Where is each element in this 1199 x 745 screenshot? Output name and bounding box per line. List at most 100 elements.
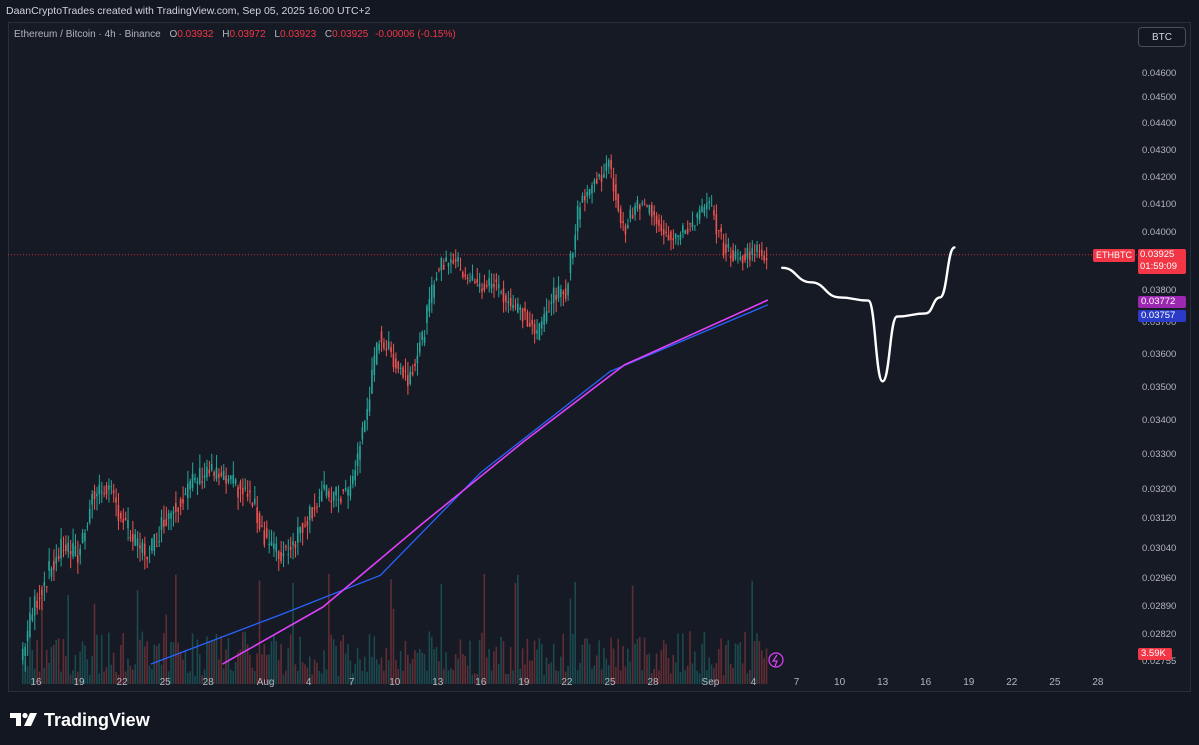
volume-bar bbox=[81, 641, 84, 684]
candle-body bbox=[567, 284, 569, 296]
volume-bar bbox=[576, 670, 579, 684]
volume-bar bbox=[725, 645, 727, 684]
candle-body bbox=[218, 473, 220, 478]
candle-body bbox=[564, 288, 567, 299]
candle-body bbox=[617, 194, 620, 211]
volume-bar bbox=[763, 658, 765, 684]
candle-body bbox=[79, 548, 81, 556]
volume-bar bbox=[454, 653, 457, 684]
volume-bar bbox=[684, 670, 687, 684]
volume-bar bbox=[371, 657, 373, 684]
volume-bar bbox=[395, 659, 397, 684]
volume-bar bbox=[717, 648, 720, 684]
volume-bar bbox=[521, 648, 524, 684]
candle-body bbox=[65, 544, 67, 551]
candle-body bbox=[55, 557, 58, 564]
volume-bar bbox=[33, 668, 36, 684]
volume-bar bbox=[201, 675, 203, 684]
time-tick-label: 25 bbox=[159, 677, 171, 688]
candle-body bbox=[725, 244, 727, 254]
candle-body bbox=[698, 209, 701, 220]
volume-bar bbox=[294, 664, 297, 684]
volume-bar bbox=[375, 659, 378, 684]
volume-bar bbox=[76, 671, 79, 684]
candle-body bbox=[756, 244, 758, 252]
open-label: O bbox=[169, 29, 178, 40]
candle-body bbox=[196, 481, 199, 484]
candle-body bbox=[93, 491, 96, 500]
volume-bar bbox=[131, 669, 134, 684]
candle-body bbox=[751, 248, 753, 255]
volume-bar bbox=[464, 655, 466, 684]
volume-bar bbox=[502, 641, 505, 684]
time-tick-label: 16 bbox=[475, 677, 487, 688]
volume-bar bbox=[682, 633, 684, 684]
volume-bar bbox=[603, 648, 605, 684]
volume-bar bbox=[342, 634, 345, 684]
volume-bar bbox=[270, 641, 273, 684]
chart-plot[interactable] bbox=[8, 22, 1191, 692]
volume-bar bbox=[141, 631, 144, 684]
candle-body bbox=[378, 343, 380, 351]
volume-bar bbox=[57, 638, 60, 684]
high-label: H bbox=[222, 29, 230, 40]
candle-body bbox=[258, 513, 261, 529]
candle-body bbox=[502, 288, 505, 303]
candle-body bbox=[478, 283, 481, 288]
candle-body bbox=[653, 210, 655, 216]
volume-bar bbox=[629, 661, 632, 684]
candle-body bbox=[665, 231, 667, 234]
volume-bar bbox=[507, 674, 510, 684]
volume-bar bbox=[457, 658, 459, 684]
volume-bar bbox=[215, 633, 218, 684]
volume-bar bbox=[591, 668, 593, 684]
chart-pane[interactable] bbox=[8, 22, 1191, 692]
volume-bar bbox=[478, 640, 481, 684]
volume-bar bbox=[79, 651, 81, 684]
candle-body bbox=[335, 487, 337, 496]
candle-body bbox=[375, 342, 378, 365]
candle-body bbox=[241, 488, 244, 495]
candle-body bbox=[691, 222, 694, 228]
volume-bar bbox=[170, 642, 172, 684]
volume-bar bbox=[282, 674, 285, 684]
candle-body bbox=[636, 199, 639, 209]
candle-body bbox=[737, 253, 739, 255]
volume-bar bbox=[359, 659, 361, 684]
time-tick-label: 19 bbox=[73, 677, 85, 688]
candle-body bbox=[186, 483, 189, 499]
candle-body bbox=[459, 269, 462, 271]
volume-bar bbox=[246, 644, 249, 684]
candle-body bbox=[483, 284, 486, 291]
candle-body bbox=[674, 233, 677, 239]
volume-bar bbox=[442, 669, 445, 684]
volume-bar bbox=[708, 657, 710, 684]
candle-body bbox=[304, 525, 306, 527]
volume-bar bbox=[325, 669, 328, 684]
symbol-price-tag: ETHBTC bbox=[1093, 249, 1135, 262]
volume-bar bbox=[407, 654, 409, 684]
volume-bar bbox=[258, 580, 261, 684]
volume-bar bbox=[313, 659, 316, 684]
candle-body bbox=[201, 481, 203, 483]
volume-bar bbox=[703, 631, 706, 684]
candle-body bbox=[105, 485, 108, 495]
candle-body bbox=[595, 179, 598, 184]
volume-bar bbox=[581, 644, 584, 684]
currency-button[interactable]: BTC bbox=[1138, 27, 1186, 47]
volume-bar bbox=[256, 653, 258, 684]
candle-body bbox=[758, 251, 761, 253]
volume-bar bbox=[383, 670, 385, 684]
volume-bar bbox=[275, 641, 278, 684]
close-value: 0.03925 bbox=[332, 29, 369, 40]
volume-bar bbox=[340, 640, 342, 684]
volume-bar bbox=[519, 668, 522, 684]
candle-body bbox=[263, 530, 266, 545]
candle-body bbox=[641, 202, 643, 204]
candle-body bbox=[337, 499, 340, 501]
open-value: 0.03932 bbox=[177, 29, 214, 40]
volume-bar bbox=[466, 665, 469, 684]
candle-body bbox=[423, 336, 426, 343]
candle-body bbox=[313, 507, 316, 510]
candle-body bbox=[660, 224, 663, 232]
